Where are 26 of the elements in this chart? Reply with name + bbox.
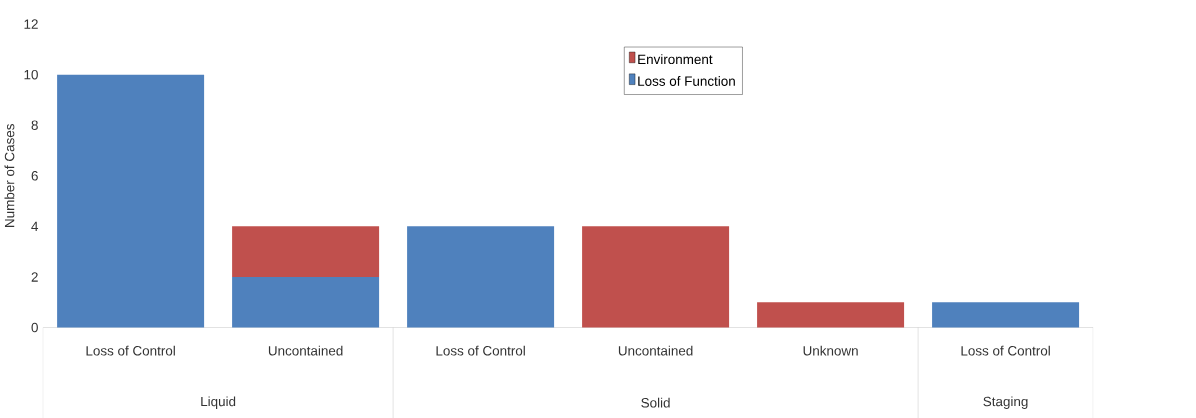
bar bbox=[232, 276, 380, 328]
y-tick-label: 2 bbox=[31, 272, 38, 282]
bar bbox=[407, 226, 555, 328]
legend-label: Loss of Function bbox=[638, 75, 735, 86]
x-tick-label: Loss of Control bbox=[961, 345, 1050, 356]
y-tick-label: 10 bbox=[24, 69, 38, 80]
y-tick-label: 6 bbox=[31, 170, 38, 181]
x-tick-label: Unknown bbox=[803, 345, 858, 356]
bar bbox=[757, 302, 905, 328]
x-tick-label: Uncontained bbox=[618, 345, 693, 356]
y-axis-title: Number of Cases bbox=[4, 123, 15, 227]
bar bbox=[57, 74, 205, 328]
bar bbox=[582, 226, 730, 328]
bar bbox=[932, 302, 1080, 328]
y-tick-label: 0 bbox=[31, 322, 38, 333]
text: Solid bbox=[641, 397, 670, 408]
x-tick-label: Loss of Control bbox=[86, 345, 175, 356]
text: Staging bbox=[983, 396, 1028, 409]
legend-label: Environment bbox=[638, 54, 713, 64]
text: Liquid bbox=[201, 396, 236, 409]
x-tick-label: Uncontained bbox=[268, 345, 343, 356]
y-tick-label: 12 bbox=[24, 19, 38, 29]
bar bbox=[232, 226, 380, 277]
x-tick-label: Loss of Control bbox=[436, 345, 525, 356]
y-tick-label: 4 bbox=[31, 221, 39, 231]
y-tick-label: 8 bbox=[31, 120, 38, 130]
